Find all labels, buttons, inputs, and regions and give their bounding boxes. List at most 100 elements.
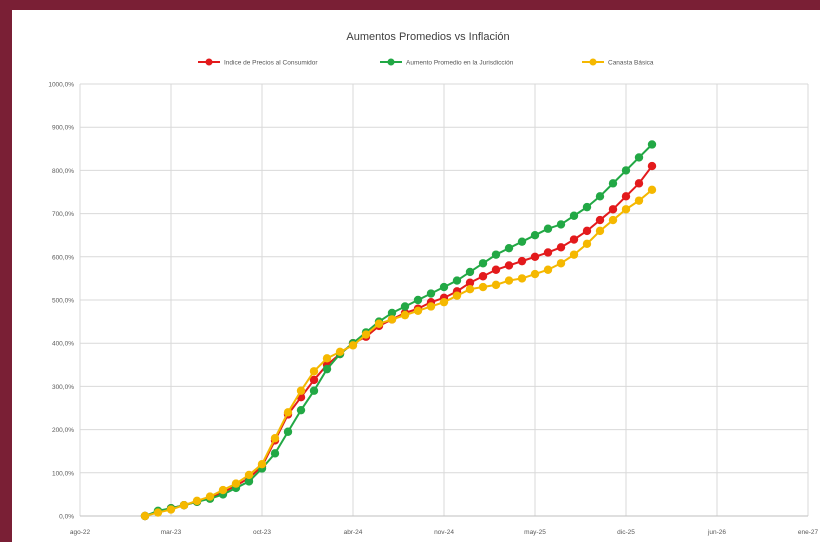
data-point (595, 226, 605, 236)
data-point (439, 297, 449, 307)
x-tick-label: ago-22 (70, 529, 91, 536)
data-point (634, 179, 644, 188)
data-point (283, 427, 293, 436)
data-point (504, 243, 514, 253)
data-point (634, 153, 644, 162)
x-tick-label: abr-24 (344, 529, 363, 536)
data-point (426, 302, 436, 311)
y-tick-label: 300,0% (52, 384, 74, 391)
series-line (144, 165, 653, 517)
data-point (335, 347, 345, 357)
data-point (283, 408, 293, 417)
legend-swatch-marker (589, 58, 597, 66)
legend-swatch-marker (387, 58, 395, 66)
data-point (517, 256, 527, 266)
data-point (608, 179, 618, 188)
data-point (296, 405, 306, 415)
data-point (179, 501, 189, 510)
data-point (400, 310, 410, 320)
x-tick-label: dic-25 (617, 529, 635, 536)
x-tick-label: jun-26 (707, 529, 726, 536)
legend-item: Indice de Precios al Consumidor (198, 58, 318, 67)
data-point (374, 319, 384, 328)
data-point (413, 306, 423, 315)
data-point (140, 511, 150, 521)
data-point (452, 276, 462, 285)
data-point (387, 315, 397, 324)
data-point (322, 354, 332, 363)
chart-frame: Aumentos Promedios vs Inflación Indice d… (12, 10, 820, 542)
data-point (296, 386, 306, 395)
data-point (478, 272, 488, 281)
data-point (478, 259, 488, 268)
data-point (491, 265, 501, 274)
data-point (309, 386, 319, 395)
data-point (153, 508, 163, 517)
x-tick-label: may-25 (524, 529, 546, 536)
y-tick-label: 500,0% (52, 298, 74, 305)
chart-series (140, 140, 657, 521)
data-point (595, 215, 605, 225)
data-point (647, 140, 657, 149)
y-tick-label: 900,0% (52, 125, 74, 132)
data-point (621, 166, 631, 175)
data-point (192, 496, 202, 506)
data-point (244, 470, 254, 480)
y-axis-ticks: 0,0% 100,0% 200,0% 300,0% 400,0% 500,0% 600,0%… (48, 82, 74, 521)
data-point (647, 185, 657, 195)
data-point (452, 291, 462, 300)
data-point (504, 276, 514, 285)
y-tick-label: 0,0% (59, 514, 74, 521)
data-point (270, 434, 280, 443)
data-point (582, 202, 592, 212)
data-point (465, 267, 475, 277)
legend-swatch-marker (205, 58, 213, 66)
x-tick-label: oct-23 (253, 529, 271, 536)
data-point (621, 192, 631, 201)
data-point (491, 280, 501, 290)
data-point (556, 220, 566, 229)
data-point (530, 252, 540, 261)
data-point (634, 196, 644, 205)
data-point (478, 282, 488, 292)
data-point (595, 192, 605, 201)
data-point (569, 235, 579, 244)
legend-label: Canasta Básica (608, 60, 654, 67)
data-point (426, 289, 436, 298)
y-tick-label: 100,0% (52, 470, 74, 477)
data-point (309, 367, 319, 376)
data-point (205, 492, 215, 501)
data-point (556, 259, 566, 268)
data-point (543, 248, 553, 257)
y-tick-label: 400,0% (52, 341, 74, 348)
x-tick-label: mar-23 (161, 529, 182, 536)
series-2 (140, 140, 657, 521)
y-tick-label: 1000,0% (48, 82, 74, 89)
data-point (439, 282, 449, 292)
data-point (582, 239, 592, 249)
data-point (244, 477, 254, 486)
data-point (543, 224, 553, 233)
data-point (608, 205, 618, 214)
data-point (270, 449, 280, 458)
data-point (530, 231, 540, 240)
data-point (465, 285, 475, 294)
data-point (413, 295, 423, 305)
data-point (400, 302, 410, 311)
data-point (491, 250, 501, 259)
x-tick-label: nov-24 (434, 529, 454, 536)
data-point (361, 330, 371, 339)
line-chart: Aumentos Promedios vs Inflación Indice d… (48, 31, 819, 536)
data-point (569, 250, 579, 259)
data-point (322, 364, 332, 374)
legend-label: Aumento Promedio en la Jurisdicción (406, 60, 514, 67)
data-point (218, 485, 228, 495)
data-point (348, 341, 358, 350)
x-axis-ticks: ago-22 mar-23 oct-23 abr-24 nov-24 may-25 dic-… (70, 529, 819, 536)
data-point (530, 269, 540, 279)
y-tick-label: 700,0% (52, 211, 74, 218)
legend-item: Aumento Promedio en la Jurisdicción (380, 58, 514, 67)
data-point (231, 479, 241, 488)
data-point (569, 211, 579, 220)
data-point (517, 274, 527, 283)
